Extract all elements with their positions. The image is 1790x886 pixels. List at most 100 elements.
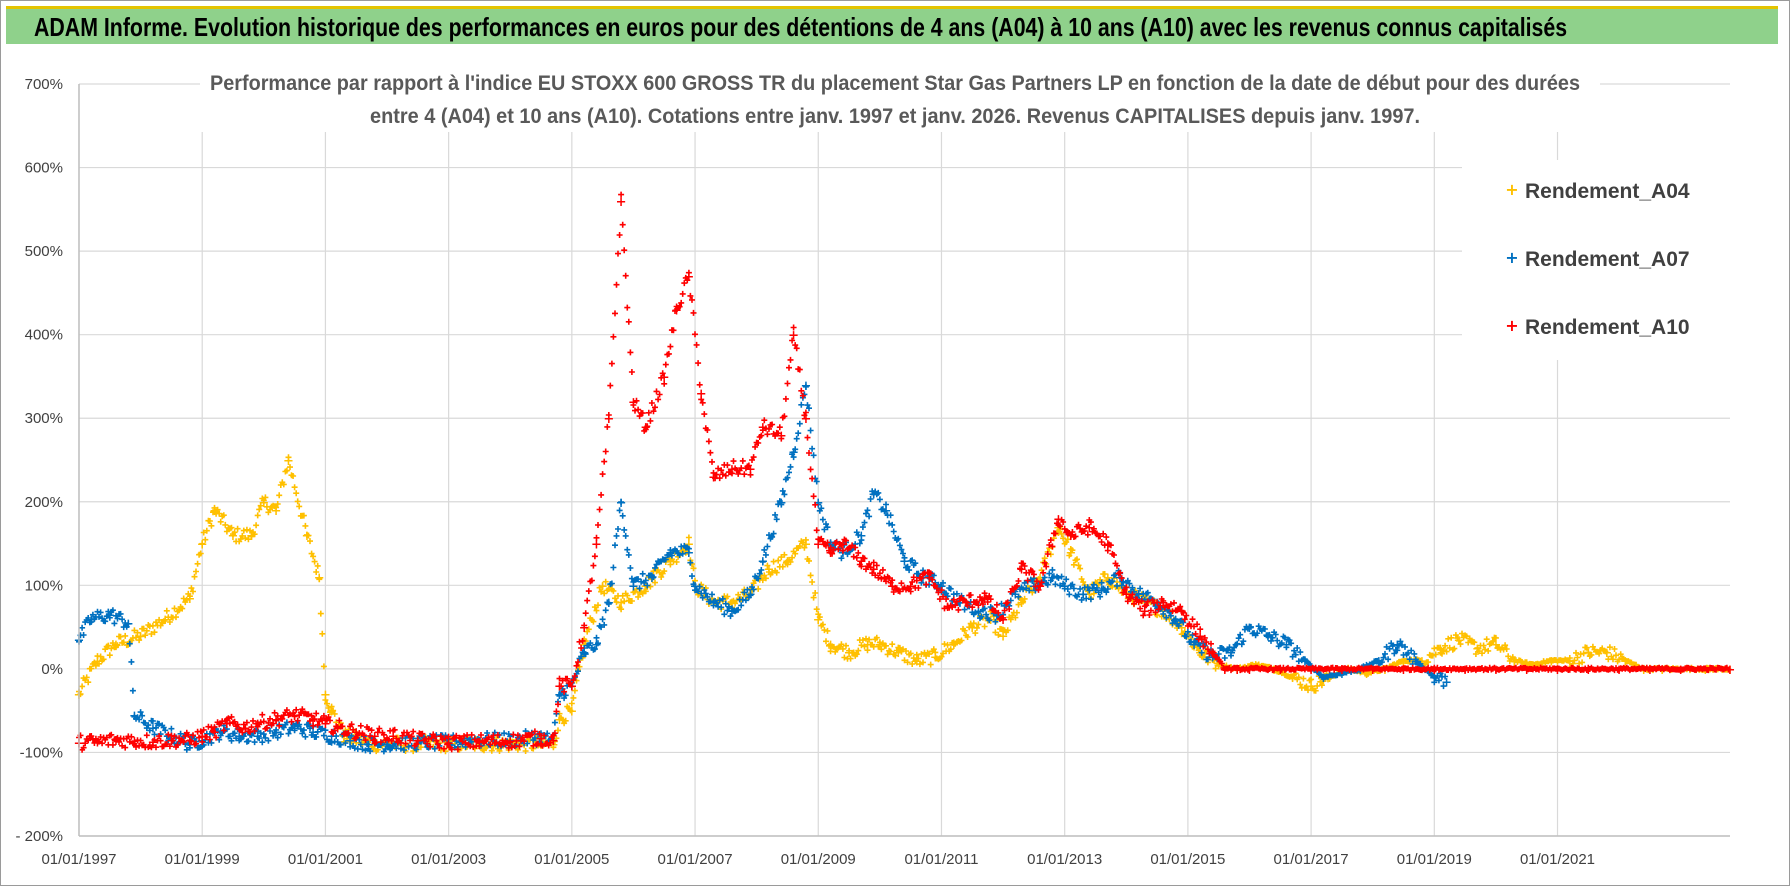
- data-point: +: [690, 579, 701, 594]
- data-point: +: [1010, 588, 1021, 603]
- data-point: +: [1306, 680, 1317, 695]
- data-point: +: [320, 717, 331, 732]
- data-point: +: [1435, 642, 1446, 657]
- data-point: +: [536, 731, 547, 746]
- data-point: +: [1053, 512, 1064, 527]
- data-point: +: [646, 571, 657, 586]
- series-cloud: [76, 454, 1732, 755]
- x-tick-label: 01/01/2019: [1397, 851, 1472, 868]
- data-point: +: [1053, 521, 1064, 536]
- data-point: +: [1490, 638, 1501, 653]
- data-point: +: [788, 329, 799, 344]
- data-point: +: [1047, 571, 1058, 586]
- chart-title-line-1: Performance par rapport à l'indice EU ST…: [210, 72, 1580, 95]
- legend-marker: +: [1505, 316, 1518, 335]
- data-point: +: [326, 730, 337, 745]
- data-point: +: [616, 195, 627, 210]
- data-point: +: [696, 387, 707, 402]
- x-tick-label: 01/01/2011: [904, 851, 978, 868]
- data-point: +: [862, 638, 873, 653]
- data-point: +: [893, 646, 904, 661]
- data-point: +: [905, 579, 916, 594]
- data-point: +: [683, 546, 694, 561]
- data-point: +: [166, 734, 177, 749]
- x-tick-label: 01/01/2005: [534, 851, 609, 868]
- data-point: +: [548, 734, 559, 749]
- axes: - 200% -100% 0% 100% 200% 300% 400% 500% 600% 700…: [15, 76, 1730, 868]
- data-point: +: [1016, 596, 1027, 611]
- y-tick-label: 100%: [25, 577, 63, 594]
- series-layer: + + + + + + + + + + + + + + + + + + + + + + + + + + + + + + + + + + + + + + + +…: [74, 191, 1735, 755]
- data-point: +: [1176, 621, 1187, 636]
- y-tick-label: 700%: [25, 76, 63, 93]
- data-point: +: [363, 738, 374, 753]
- data-point: +: [616, 596, 627, 611]
- data-point: +: [308, 713, 319, 728]
- data-point: +: [184, 592, 195, 607]
- data-point: +: [1417, 655, 1428, 670]
- x-tick-label: 01/01/2001: [288, 851, 363, 868]
- data-point: +: [800, 538, 811, 553]
- data-point: +: [271, 504, 282, 519]
- series-A07: + ++++++ ++ + + + + + + + + + + + + + + ++++++++++ +++++++…: [74, 379, 1452, 755]
- x-tick-label: 01/01/2009: [781, 851, 856, 868]
- data-point: +: [856, 554, 867, 569]
- data-point: +: [92, 655, 103, 670]
- y-tick-label: 500%: [25, 243, 63, 260]
- data-point: +: [659, 370, 670, 385]
- data-point: +: [1564, 655, 1575, 670]
- data-point: +: [554, 713, 565, 728]
- data-point: +: [338, 730, 349, 745]
- data-point: +: [345, 734, 356, 749]
- y-tick-label: 200%: [25, 494, 63, 511]
- data-point: +: [745, 462, 756, 477]
- data-point: +: [1016, 563, 1027, 578]
- data-point: +: [936, 579, 947, 594]
- data-point: +: [1121, 588, 1132, 603]
- series-A04: ++++++++ ++++++++++ + + + + + +++++++++++ ++++++…: [74, 454, 1735, 755]
- data-point: +: [788, 446, 799, 461]
- series-cloud: [76, 383, 1449, 755]
- legend-marker: +: [1505, 248, 1518, 267]
- data-point: +: [887, 579, 898, 594]
- data-point: +: [591, 638, 602, 653]
- x-tick-label: 01/01/2007: [658, 851, 733, 868]
- y-tick-label: 300%: [25, 410, 63, 427]
- data-point: +: [603, 412, 614, 427]
- y-tick-label: - 200%: [15, 828, 63, 845]
- data-point: +: [1441, 675, 1452, 690]
- data-point: +: [1139, 604, 1150, 619]
- legend-label: Rendement_A10: [1525, 316, 1690, 339]
- data-point: +: [221, 717, 232, 732]
- chart-title-line-2: entre 4 (A04) et 10 ans (A10). Cotations…: [370, 105, 1420, 128]
- data-point: +: [579, 621, 590, 636]
- data-point: +: [536, 732, 547, 747]
- data-point: +: [856, 529, 867, 544]
- legend-label: Rendement_A04: [1525, 180, 1690, 203]
- data-point: +: [1065, 546, 1076, 561]
- legend-box: [1462, 160, 1730, 360]
- x-tick-label: 01/01/1999: [165, 851, 240, 868]
- data-point: +: [1121, 588, 1132, 603]
- data-point: +: [1195, 629, 1206, 644]
- data-point: +: [911, 655, 922, 670]
- data-point: +: [591, 538, 602, 553]
- data-point: +: [874, 638, 885, 653]
- data-point: +: [147, 721, 158, 736]
- x-tick-label: 01/01/2017: [1274, 851, 1349, 868]
- data-point: +: [998, 629, 1009, 644]
- data-point: +: [683, 270, 694, 285]
- data-point: +: [979, 592, 990, 607]
- data-point: +: [1096, 584, 1107, 599]
- data-point: +: [320, 688, 331, 703]
- data-point: +: [683, 538, 694, 553]
- data-point: +: [209, 726, 220, 741]
- data-point: +: [554, 680, 565, 695]
- legend-label: Rendement_A07: [1525, 248, 1690, 271]
- data-point: +: [308, 726, 319, 741]
- data-point: +: [628, 579, 639, 594]
- data-point: +: [924, 571, 935, 586]
- data-point: +: [1084, 588, 1095, 603]
- data-point: +: [868, 563, 879, 578]
